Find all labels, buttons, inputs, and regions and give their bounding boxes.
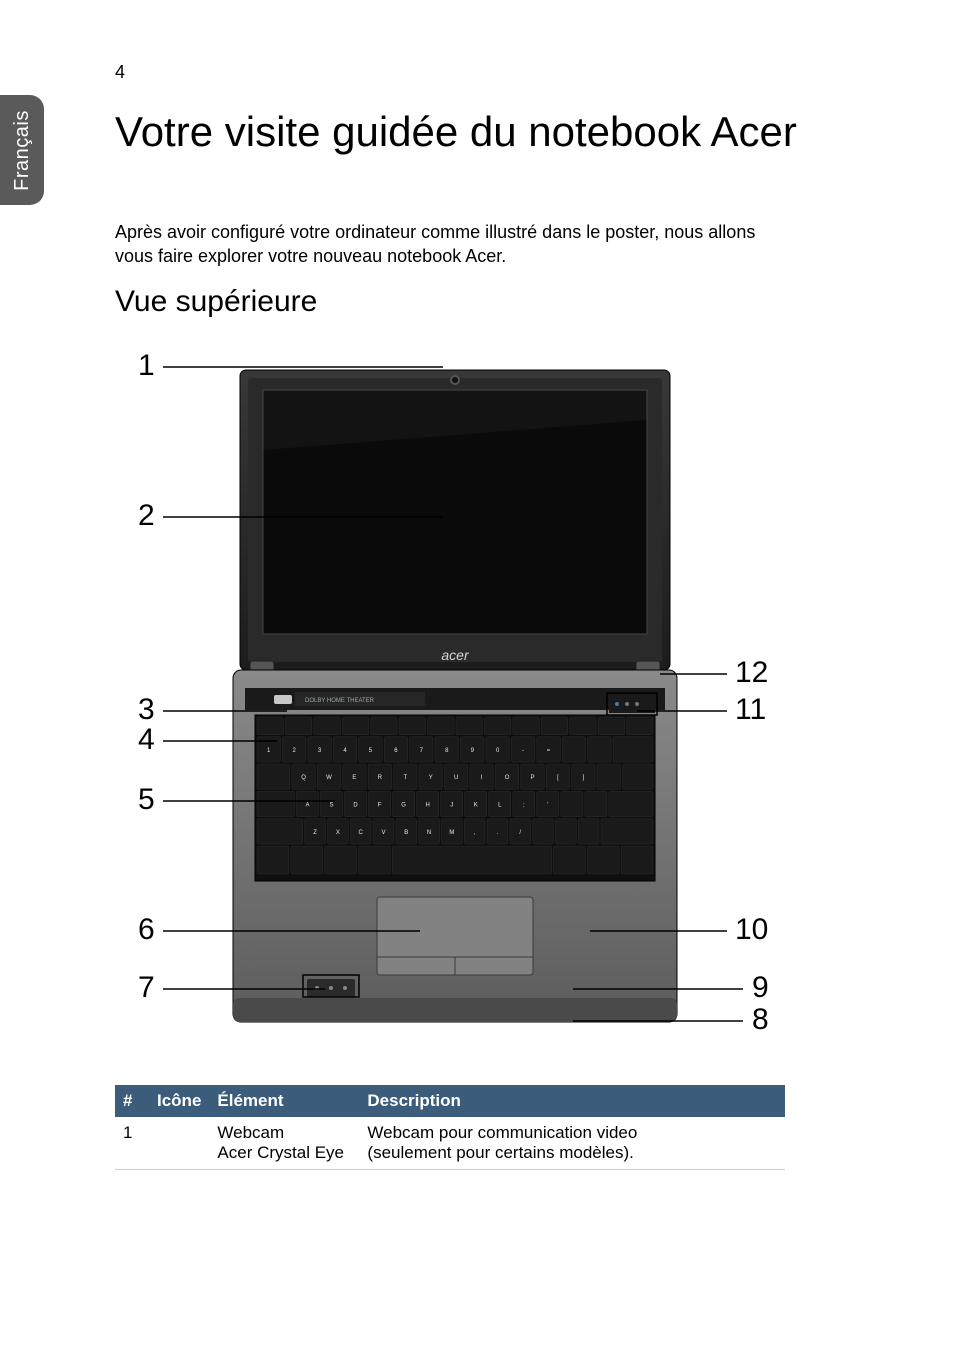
svg-text:J: J <box>450 803 453 809</box>
svg-text:DOLBY HOME THEATER: DOLBY HOME THEATER <box>305 698 375 704</box>
table-cell-element: Webcam Acer Crystal Eye <box>209 1117 359 1170</box>
svg-text:B: B <box>404 830 408 836</box>
page-number: 4 <box>115 62 125 83</box>
svg-text:=: = <box>547 748 551 754</box>
table-header-number: # <box>115 1085 149 1117</box>
table-header-icon: Icône <box>149 1085 209 1117</box>
table-row: 1 Webcam Acer Crystal Eye Webcam pour co… <box>115 1117 785 1170</box>
svg-text:Z: Z <box>313 830 317 836</box>
table-cell-number: 1 <box>115 1117 149 1170</box>
top-view-diagram: acerDOLBY HOME THEATER1234567890-=QWERTY… <box>115 335 855 1055</box>
description-line2: (seulement pour certains modèles). <box>367 1143 633 1162</box>
svg-text:D: D <box>353 803 358 809</box>
element-line1: Webcam <box>217 1123 284 1142</box>
page-title: Votre visite guidée du notebook Acer <box>115 108 859 156</box>
svg-text:X: X <box>336 830 340 836</box>
svg-text:K: K <box>474 803 478 809</box>
element-line2: Acer Crystal Eye <box>217 1143 344 1162</box>
svg-text:12: 12 <box>735 656 768 689</box>
svg-text:Q: Q <box>301 775 306 781</box>
svg-text:U: U <box>454 775 458 781</box>
language-tab: Français <box>0 95 44 205</box>
description-line1: Webcam pour communication video <box>367 1123 637 1142</box>
svg-text:O: O <box>505 775 510 781</box>
table-cell-icon <box>149 1117 209 1170</box>
svg-text:': ' <box>547 803 548 809</box>
svg-text:G: G <box>401 803 406 809</box>
intro-paragraph: Après avoir configuré votre ordinateur c… <box>115 220 774 269</box>
svg-text:11: 11 <box>735 693 766 726</box>
svg-text:-: - <box>522 748 524 754</box>
svg-text:2: 2 <box>138 499 155 532</box>
language-tab-label: Français <box>11 110 34 191</box>
svg-text:V: V <box>382 830 386 836</box>
svg-text:10: 10 <box>735 913 768 946</box>
svg-text:W: W <box>326 775 332 781</box>
svg-text:4: 4 <box>138 723 155 756</box>
svg-text:5: 5 <box>138 783 155 816</box>
svg-text:9: 9 <box>752 971 769 1004</box>
svg-text:7: 7 <box>138 971 155 1004</box>
svg-text:R: R <box>378 775 383 781</box>
svg-text:T: T <box>403 775 407 781</box>
svg-text:H: H <box>425 803 429 809</box>
section-heading: Vue supérieure <box>115 285 317 319</box>
svg-text:C: C <box>359 830 364 836</box>
svg-text:3: 3 <box>138 693 155 726</box>
components-table: # Icône Élément Description 1 Webcam Ace… <box>115 1085 785 1170</box>
svg-text:F: F <box>378 803 382 809</box>
svg-text:E: E <box>352 775 356 781</box>
svg-text:acer: acer <box>441 647 470 663</box>
svg-text:S: S <box>330 803 334 809</box>
table-header-element: Élément <box>209 1085 359 1117</box>
svg-text:8: 8 <box>752 1003 769 1036</box>
table-header-description: Description <box>359 1085 785 1117</box>
table-cell-description: Webcam pour communication video (seuleme… <box>359 1117 785 1170</box>
svg-text:M: M <box>449 830 454 836</box>
svg-text:6: 6 <box>138 913 155 946</box>
svg-text:A: A <box>305 803 309 809</box>
table-header-row: # Icône Élément Description <box>115 1085 785 1117</box>
svg-text:N: N <box>427 830 431 836</box>
svg-text:1: 1 <box>138 349 155 382</box>
svg-text:Y: Y <box>429 775 433 781</box>
svg-text:P: P <box>530 775 534 781</box>
